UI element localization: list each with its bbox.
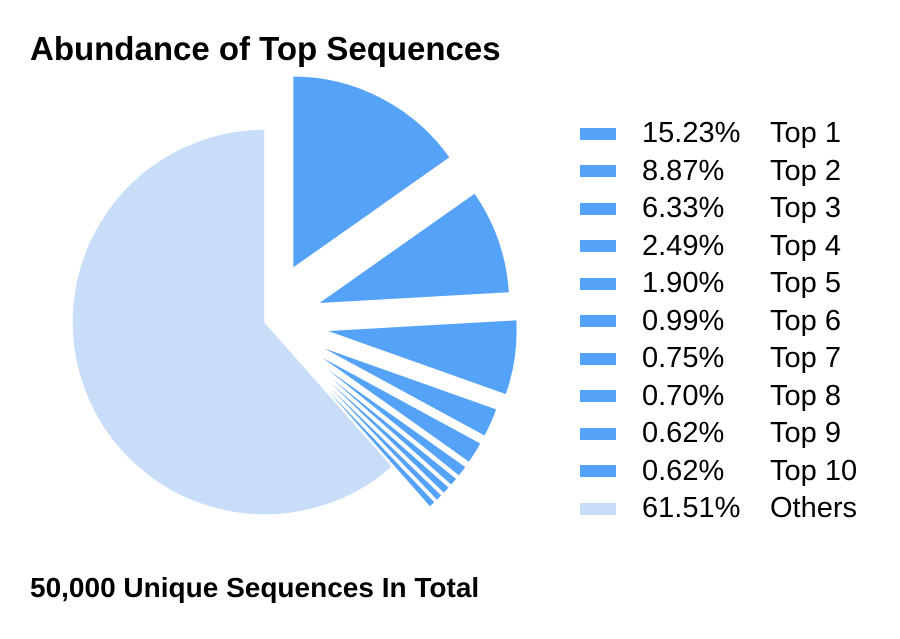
legend-percent: 0.99% — [642, 304, 725, 337]
legend-label: Top 2 — [770, 154, 841, 187]
legend-swatch — [580, 202, 616, 215]
legend-item: 0.70% Top 8 — [580, 378, 857, 416]
pie-slice-top-10 — [301, 362, 437, 509]
legend-label: Top 3 — [770, 192, 841, 225]
legend-percent: 0.70% — [642, 379, 725, 412]
legend-percent: 6.33% — [642, 192, 725, 225]
pie-slice-top-2 — [314, 191, 511, 305]
legend-label: Top 10 — [770, 454, 858, 487]
pie-slice-top-8 — [304, 358, 451, 495]
pie-slice-top-6 — [308, 354, 468, 478]
pie-slice-top-1 — [291, 74, 452, 271]
legend-label: Top 8 — [770, 379, 841, 412]
pie-slice-top-4 — [314, 343, 499, 438]
legend-item: 2.49% Top 4 — [580, 228, 857, 266]
legend-item: 8.87% Top 2 — [580, 153, 857, 191]
legend-item: 6.33% Top 3 — [580, 190, 857, 228]
legend-label: Top 1 — [770, 117, 841, 150]
legend: 15.23% Top 1 8.87% Top 2 6.33% Top 3 2.49% Top … — [580, 115, 857, 528]
legend-label: Top 5 — [770, 267, 841, 300]
legend-item: 0.75% Top 7 — [580, 340, 857, 378]
legend-percent: 15.23% — [642, 117, 741, 150]
legend-percent: 1.90% — [642, 267, 725, 300]
legend-percent: 0.62% — [642, 454, 725, 487]
pie-slice-top-9 — [303, 360, 444, 502]
pie-slice-top-3 — [324, 318, 519, 396]
legend-swatch — [580, 465, 616, 478]
pie-slice-top-7 — [306, 356, 459, 487]
legend-percent: 8.87% — [642, 154, 725, 187]
legend-label: Top 6 — [770, 304, 841, 337]
legend-swatch — [580, 502, 616, 515]
legend-swatch — [580, 240, 616, 253]
chart-title: Abundance of Top Sequences — [30, 30, 501, 67]
legend-item: 61.51% Others — [580, 490, 857, 528]
legend-item: 0.62% Top 10 — [580, 453, 857, 491]
legend-percent: 2.49% — [642, 229, 725, 262]
legend-swatch — [580, 315, 616, 328]
pie-slice-others — [71, 128, 394, 516]
legend-swatch — [580, 427, 616, 440]
legend-percent: 0.62% — [642, 417, 725, 450]
legend-label: Others — [770, 492, 858, 525]
legend-swatch — [580, 352, 616, 365]
legend-swatch — [580, 390, 616, 403]
legend-item: 0.99% Top 6 — [580, 303, 857, 341]
pie-slice-top-5 — [311, 350, 483, 464]
legend-percent: 61.51% — [642, 492, 741, 525]
legend-item: 15.23% Top 1 — [580, 115, 857, 153]
legend-label: Top 7 — [770, 342, 841, 375]
legend-swatch — [580, 277, 616, 290]
legend-percent: 0.75% — [642, 342, 725, 375]
legend-label: Top 9 — [770, 417, 841, 450]
legend-swatch — [580, 165, 616, 178]
legend-item: 0.62% Top 9 — [580, 415, 857, 453]
legend-label: Top 4 — [770, 229, 841, 262]
total-caption: 50,000 Unique Sequences In Total — [30, 572, 480, 603]
legend-swatch — [580, 127, 616, 140]
legend-item: 1.90% Top 5 — [580, 265, 857, 303]
